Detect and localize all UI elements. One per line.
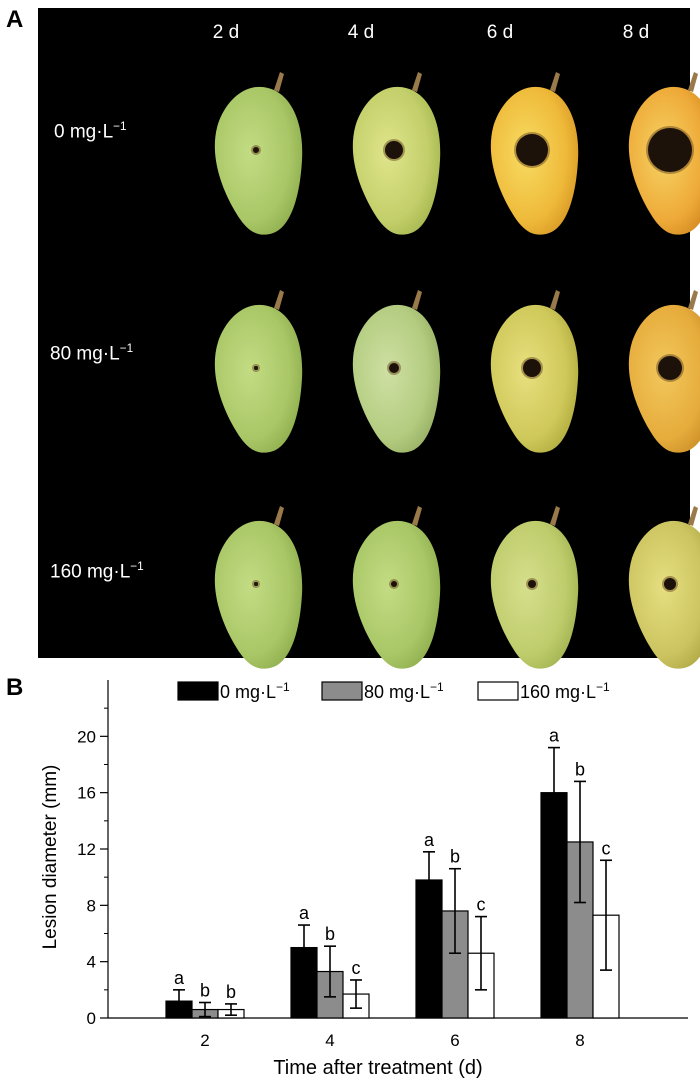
legend-label: 80 mg·L−1 (364, 680, 444, 702)
lesion-spot (658, 356, 682, 380)
mango-image (214, 290, 303, 453)
legend-swatch (477, 681, 519, 701)
row-label-80mg: 80 mg·L−1 (50, 342, 134, 365)
legend-swatch (321, 681, 363, 701)
column-label-6d: 6 d (486, 22, 514, 43)
mango-stem (688, 506, 698, 526)
y-tick-label: 12 (77, 840, 96, 859)
x-tick-label: 2 (200, 1031, 209, 1050)
y-axis-title: Lesion diameter (mm) (40, 765, 61, 950)
significance-letter: a (424, 830, 435, 850)
legend-label: 0 mg·L−1 (220, 680, 290, 702)
mango-image (352, 72, 441, 235)
mango-fruit (214, 86, 303, 235)
legend-swatch (177, 681, 219, 701)
lesion-spot (253, 147, 259, 153)
mango-fruit (490, 520, 579, 669)
lesion-spot (516, 134, 548, 166)
mango-stem (412, 290, 422, 310)
significance-letter: a (174, 968, 185, 988)
mango-image (628, 506, 700, 669)
y-tick-label: 20 (77, 727, 96, 746)
lesion-diameter-bar-chart: 0 4 8 12 16 20 Lesion diameter (mm) Time after … (40, 680, 688, 1079)
mango-stem (550, 506, 560, 526)
lesion-spot (385, 141, 403, 159)
mango-image (490, 506, 579, 669)
mango-image (214, 506, 303, 669)
significance-letter: c (602, 838, 611, 858)
significance-letter: b (200, 981, 210, 1001)
significance-letter: b (226, 982, 236, 1002)
mango-fruit (352, 304, 441, 453)
mango-image (214, 72, 303, 235)
legend-label: 160 mg·L−1 (520, 680, 610, 702)
mango-fruit (490, 304, 579, 453)
mango-stem (412, 72, 422, 92)
y-tick-label: 8 (87, 896, 96, 915)
row-label-160mg: 160 mg·L−1 (50, 560, 144, 583)
significance-letter: c (477, 895, 486, 915)
mango-stem (688, 290, 698, 310)
x-tick-label: 8 (575, 1031, 584, 1050)
mango-stem (550, 72, 560, 92)
mango-image (628, 290, 700, 453)
significance-letter: b (325, 924, 335, 944)
panel-a-letter: A (6, 6, 24, 33)
y-tick-label: 16 (77, 784, 96, 803)
y-tick-label: 4 (87, 953, 96, 972)
mango-stem (550, 290, 560, 310)
x-axis-title: Time after treatment (d) (273, 1057, 482, 1079)
mango-photo-grid: 2 d 4 d 6 d 8 d 0 mg·L−1 80 mg·L−1 160 m… (38, 8, 700, 669)
mango-stem (274, 290, 284, 310)
row-label-0mg: 0 mg·L−1 (54, 120, 127, 143)
significance-letter: a (549, 726, 560, 746)
lesion-spot (254, 582, 258, 586)
mango-fruit (352, 520, 441, 669)
lesion-spot (391, 581, 397, 587)
mango-fruit (628, 520, 700, 669)
lesion-spot (664, 578, 676, 590)
mango-image (490, 72, 579, 235)
lesion-spot (528, 580, 536, 588)
bar (441, 910, 469, 1019)
mango-fruit (352, 86, 441, 235)
x-tick-label: 4 (325, 1031, 334, 1050)
significance-letter: c (352, 958, 361, 978)
mango-fruit (214, 520, 303, 669)
mango-image (628, 72, 700, 235)
mango-image (352, 290, 441, 453)
y-tick-label: 0 (87, 1009, 96, 1028)
mango-fruit (214, 304, 303, 453)
x-tick-label: 6 (450, 1031, 459, 1050)
significance-letter: b (450, 847, 460, 867)
lesion-spot (523, 359, 541, 377)
lesion-spot (648, 128, 692, 172)
panel-b-letter: B (6, 674, 24, 701)
mango-stem (274, 72, 284, 92)
lesion-spot (254, 366, 258, 370)
significance-letter: b (575, 759, 585, 779)
significance-letter: a (299, 903, 310, 923)
column-label-8d: 8 d (622, 22, 650, 43)
mango-stem (412, 506, 422, 526)
mango-image (352, 506, 441, 669)
lesion-spot (389, 363, 399, 373)
column-label-2d: 2 d (212, 22, 240, 43)
mango-image (490, 290, 579, 453)
mango-stem (274, 506, 284, 526)
column-label-4d: 4 d (347, 22, 375, 43)
mango-stem (688, 72, 698, 92)
